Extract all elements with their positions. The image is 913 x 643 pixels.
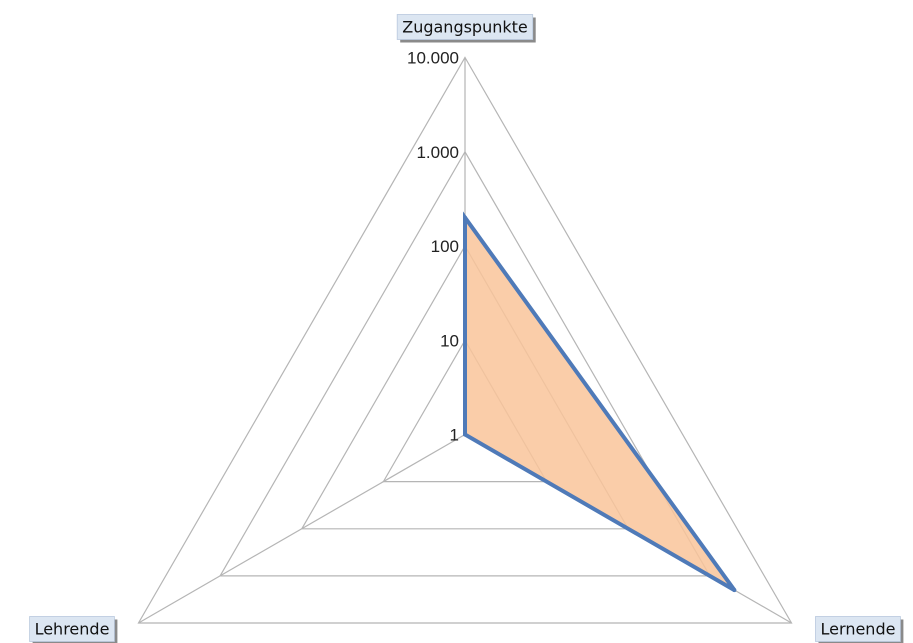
data-point-zugangspunkte (463, 215, 467, 220)
tick-labels: 1 10 100 1.000 10.000 (407, 49, 459, 445)
axis-label-lehrende: Lehrende (29, 616, 118, 643)
axis-label-text: Lernende (821, 620, 896, 639)
data-point-lernende (732, 588, 737, 593)
axis-label-zugangspunkte: Zugangspunkte (396, 14, 536, 43)
grid-ring-4 (137, 56, 793, 624)
axis-label-text: Lehrende (35, 620, 110, 639)
series-area (463, 211, 737, 592)
data-point-lehrende (463, 432, 467, 437)
axis-label-text: Zugangspunkte (402, 18, 528, 37)
axis-labels: Zugangspunkte Lernende Lehrende (29, 14, 904, 643)
tick-label: 10 (440, 331, 459, 350)
axis-label-lernende: Lernende (815, 616, 904, 643)
tick-label: 1 (450, 426, 459, 445)
axis-label-box (29, 616, 115, 642)
grid-ring-3 (219, 150, 711, 577)
tick-label: 10.000 (407, 49, 459, 68)
tick-label: 100 (431, 237, 459, 256)
tick-label: 1.000 (416, 143, 459, 162)
axis-label-box (815, 616, 901, 642)
series-layer (463, 211, 737, 593)
axis-label-box (396, 14, 534, 40)
